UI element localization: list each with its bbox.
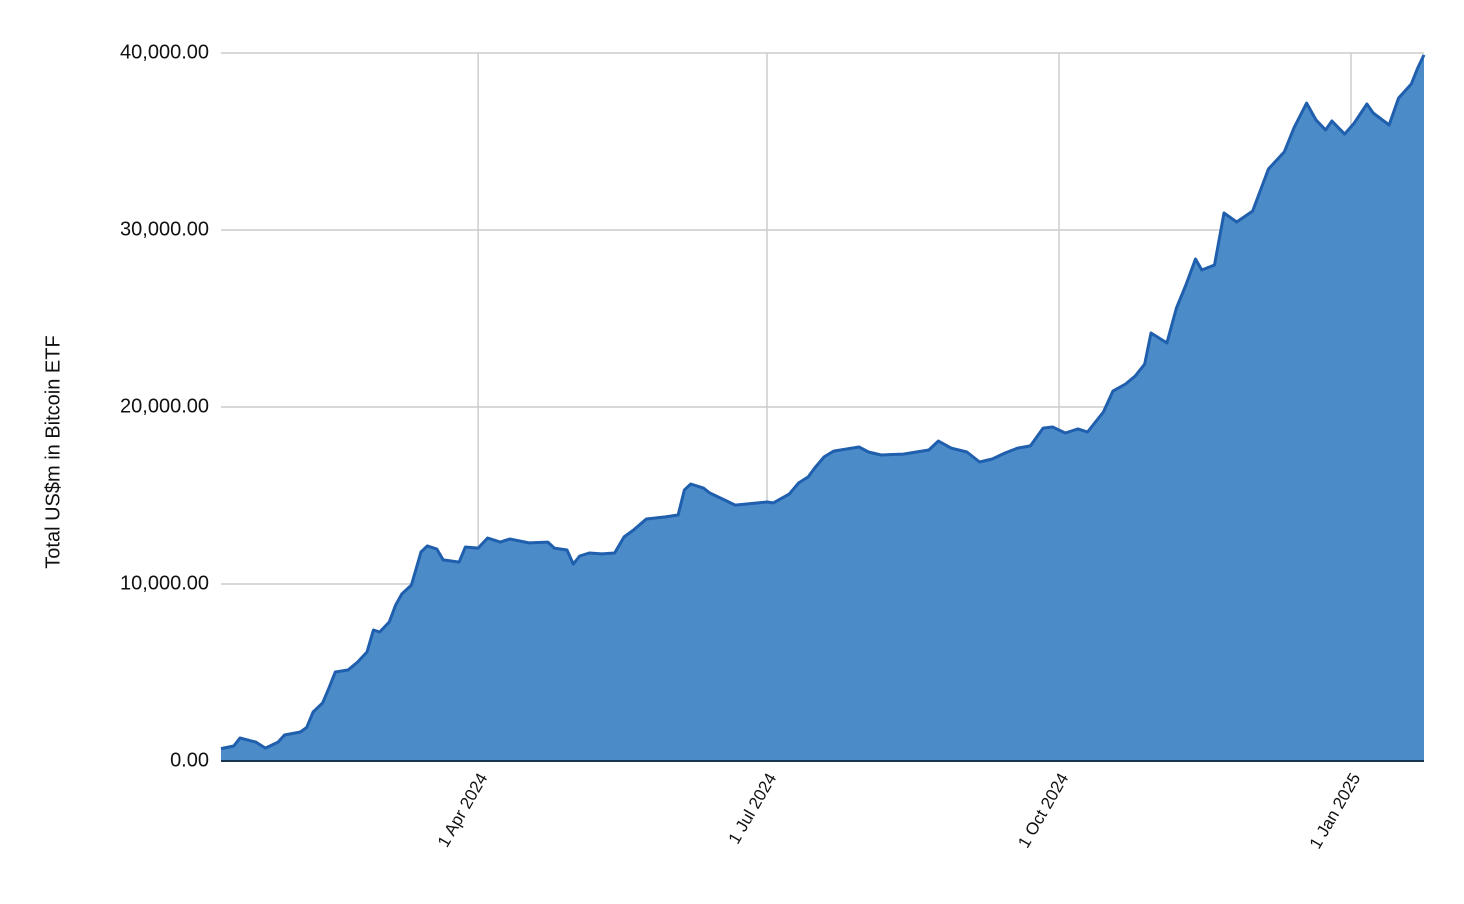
y-tick-label: 30,000.00: [120, 218, 209, 240]
area-line: [220, 54, 1426, 751]
area-fill: [221, 54, 1424, 761]
y-tick-label: 0.00: [170, 749, 209, 771]
x-tick-label: 1 Jan 2025: [1306, 770, 1365, 852]
y-tick-label: 10,000.00: [120, 572, 209, 594]
x-tick-label: 1 Apr 2024: [434, 770, 492, 851]
y-tick-label: 20,000.00: [120, 395, 209, 417]
x-tick-label: 1 Jul 2024: [725, 770, 781, 847]
x-tick-label: 1 Oct 2024: [1014, 770, 1072, 852]
y-axis-title: Total US$m in Bitcoin ETF: [42, 335, 64, 568]
y-tick-label: 40,000.00: [120, 41, 209, 63]
